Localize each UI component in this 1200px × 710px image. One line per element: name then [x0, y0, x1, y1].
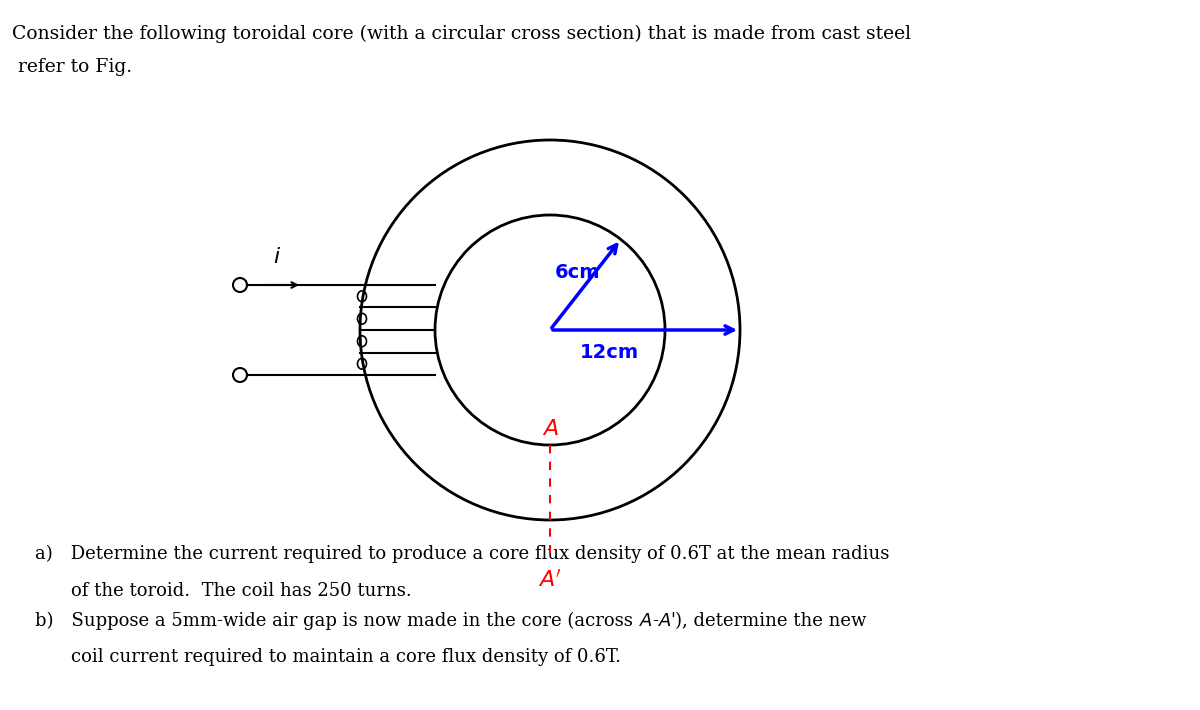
Text: of the toroid.  The coil has 250 turns.: of the toroid. The coil has 250 turns.	[35, 582, 412, 600]
Text: $i$: $i$	[272, 246, 281, 268]
Text: $A$: $A$	[541, 418, 558, 440]
Text: a) Determine the current required to produce a core flux density of 0.6T at the : a) Determine the current required to pro…	[35, 545, 889, 563]
Text: Consider the following toroidal core (with a circular cross section) that is mad: Consider the following toroidal core (wi…	[12, 25, 911, 43]
Text: b) Suppose a 5mm-wide air gap is now made in the core (across: b) Suppose a 5mm-wide air gap is now mad…	[35, 612, 638, 630]
Text: $A'$: $A'$	[538, 570, 562, 592]
Text: ), determine the new: ), determine the new	[676, 612, 866, 630]
Text: coil current required to maintain a core flux density of 0.6T.: coil current required to maintain a core…	[35, 648, 622, 666]
Text: $A$-$A$': $A$-$A$'	[638, 612, 676, 630]
Text: refer to Fig.: refer to Fig.	[12, 58, 132, 76]
Text: 6cm: 6cm	[554, 263, 600, 282]
Text: 12cm: 12cm	[580, 343, 640, 362]
